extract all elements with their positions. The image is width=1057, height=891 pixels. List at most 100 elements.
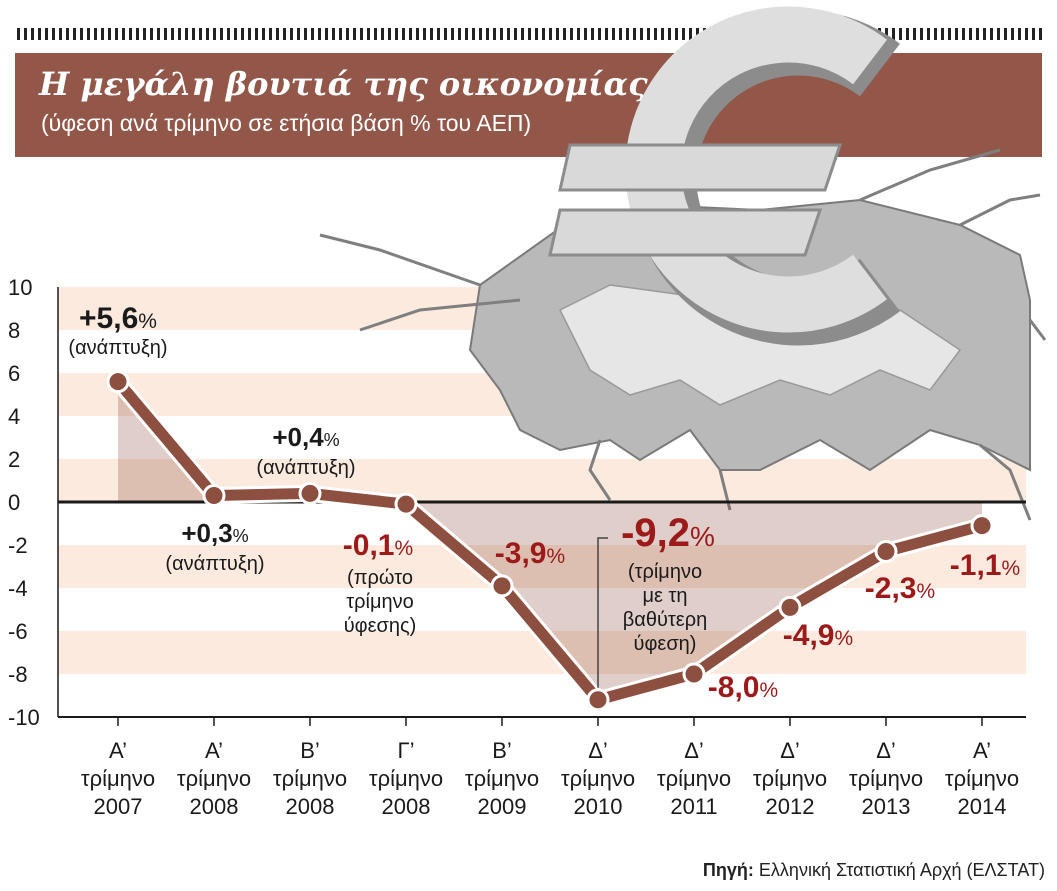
top-tick xyxy=(997,28,1000,40)
top-tick xyxy=(920,28,923,40)
top-tick xyxy=(234,28,237,40)
x-category-label: 2014 xyxy=(958,794,1007,819)
top-tick xyxy=(395,28,398,40)
top-tick xyxy=(199,28,202,40)
top-tick xyxy=(458,28,461,40)
top-tick xyxy=(514,28,517,40)
y-tick-label: 10 xyxy=(8,275,32,300)
top-tick xyxy=(661,28,664,40)
top-tick xyxy=(535,28,538,40)
top-tick xyxy=(598,28,601,40)
euro-symbol-bar xyxy=(558,143,843,192)
top-tick xyxy=(437,28,440,40)
data-label-percent: % xyxy=(233,526,249,546)
top-tick xyxy=(171,28,174,40)
x-category-label: 2012 xyxy=(766,794,815,819)
data-label: -9,2% xyxy=(621,511,715,555)
top-tick xyxy=(493,28,496,40)
top-tick xyxy=(157,28,160,40)
top-tick xyxy=(927,28,930,40)
x-category-label: Δ’ xyxy=(780,738,800,763)
x-category-label: τρίμηνο xyxy=(657,766,731,791)
x-category-label: τρίμηνο xyxy=(81,766,155,791)
top-tick xyxy=(220,28,223,40)
data-label: -3,9% xyxy=(495,537,565,570)
x-category-label: Β’ xyxy=(300,738,320,763)
top-tick xyxy=(192,28,195,40)
top-tick xyxy=(66,28,69,40)
x-category-label: Δ’ xyxy=(684,738,704,763)
top-tick xyxy=(304,28,307,40)
top-tick xyxy=(1011,28,1014,40)
data-label-value: -3,9 xyxy=(495,537,547,570)
top-tick xyxy=(500,28,503,40)
crack-line xyxy=(319,233,481,287)
data-label: -2,3% xyxy=(865,572,935,605)
top-tick xyxy=(227,28,230,40)
crack-line xyxy=(959,193,1041,227)
top-tick xyxy=(976,28,979,40)
top-tick xyxy=(675,28,678,40)
top-tick xyxy=(409,28,412,40)
top-tick xyxy=(1025,28,1028,40)
top-tick xyxy=(402,28,405,40)
top-tick xyxy=(619,28,622,40)
top-tick xyxy=(696,28,699,40)
top-tick xyxy=(983,28,986,40)
top-tick xyxy=(311,28,314,40)
top-tick xyxy=(430,28,433,40)
data-label-value: -1,1 xyxy=(950,549,1002,582)
data-label-note: με τη xyxy=(642,585,687,607)
top-tick xyxy=(388,28,391,40)
top-tick xyxy=(416,28,419,40)
top-tick xyxy=(269,28,272,40)
y-tick-label: 0 xyxy=(8,490,20,515)
top-tick xyxy=(73,28,76,40)
y-tick-label: 2 xyxy=(8,447,20,472)
data-label-value: -8,0 xyxy=(708,671,760,704)
euro-illustration xyxy=(319,6,1047,521)
top-tick xyxy=(38,28,41,40)
y-tick-label: 8 xyxy=(8,318,20,343)
top-tick xyxy=(332,28,335,40)
data-point xyxy=(394,492,418,516)
top-tick xyxy=(248,28,251,40)
data-label-note: (τρίμηνο xyxy=(628,561,702,583)
top-tick xyxy=(507,28,510,40)
top-tick xyxy=(339,28,342,40)
x-category-label: Α’ xyxy=(973,738,991,763)
data-label: -1,1% xyxy=(950,549,1020,582)
data-point xyxy=(970,514,994,538)
top-tick xyxy=(150,28,153,40)
crack-line xyxy=(859,148,1001,202)
top-tick xyxy=(640,28,643,40)
y-tick-label: -2 xyxy=(8,533,28,558)
x-category-label: Γ’ xyxy=(397,738,414,763)
top-tick xyxy=(346,28,349,40)
top-tick xyxy=(213,28,216,40)
top-tick xyxy=(962,28,965,40)
top-tick xyxy=(325,28,328,40)
series-line xyxy=(113,378,984,706)
data-label-note: τρίμηνο xyxy=(346,591,414,613)
x-category-label: 2008 xyxy=(286,794,335,819)
x-category-label: Α’ xyxy=(205,738,223,763)
top-tick xyxy=(948,28,951,40)
x-category-label: 2010 xyxy=(574,794,623,819)
y-tick-label: 4 xyxy=(8,404,20,429)
top-tick xyxy=(101,28,104,40)
top-tick xyxy=(241,28,244,40)
top-tick xyxy=(108,28,111,40)
top-tick xyxy=(528,28,531,40)
top-tick xyxy=(605,28,608,40)
data-label: -4,9% xyxy=(783,619,853,652)
top-tick xyxy=(129,28,132,40)
top-tick xyxy=(549,28,552,40)
data-label: +0,4% xyxy=(272,422,339,452)
x-category-label: τρίμηνο xyxy=(273,766,347,791)
x-category-label: 2011 xyxy=(670,794,717,819)
top-tick xyxy=(122,28,125,40)
x-category-label: Β’ xyxy=(492,738,512,763)
top-tick xyxy=(556,28,559,40)
x-category-label: 2013 xyxy=(862,794,911,819)
